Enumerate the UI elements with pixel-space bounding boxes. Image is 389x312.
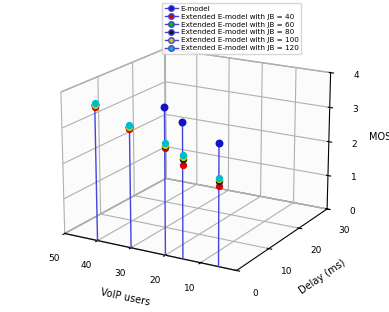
X-axis label: VoIP users: VoIP users: [99, 287, 150, 308]
Legend: E-model, Extended E-model with JB = 40, Extended E-model with JB = 60, Extended : E-model, Extended E-model with JB = 40, …: [162, 3, 301, 54]
Y-axis label: Delay (ms): Delay (ms): [298, 258, 347, 296]
